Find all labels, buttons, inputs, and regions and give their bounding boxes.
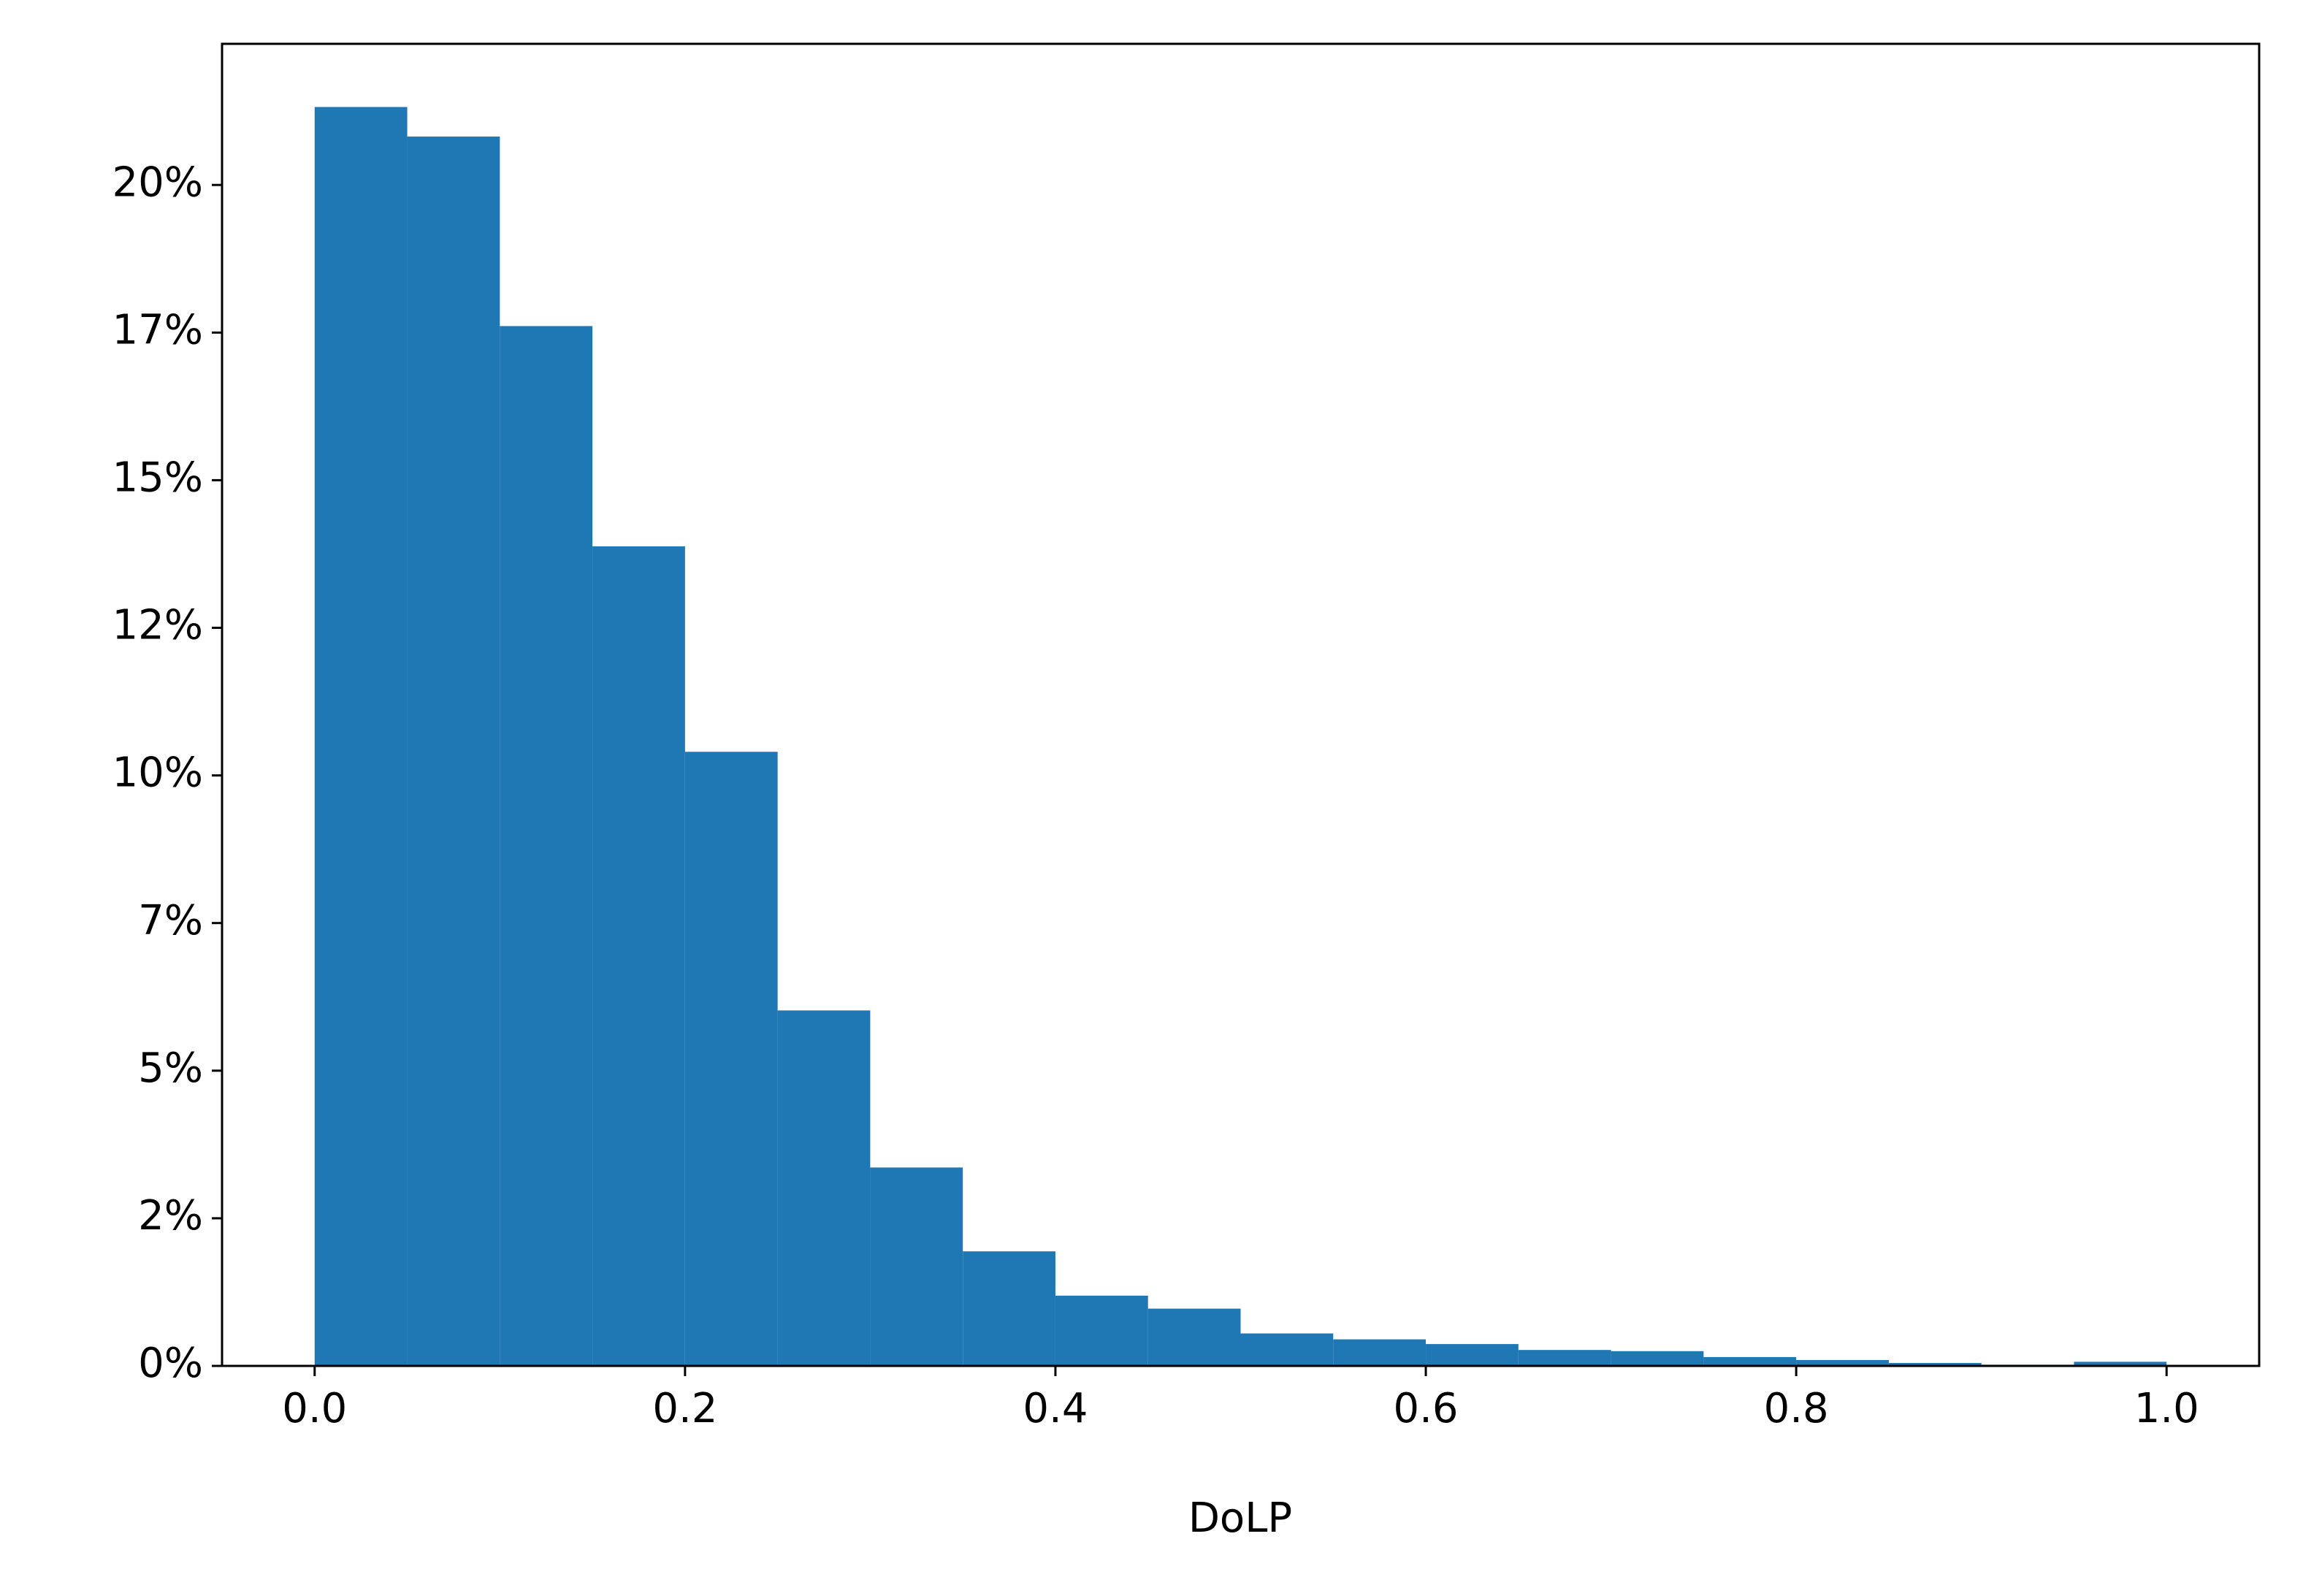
- bar: [1426, 1344, 1519, 1366]
- bar: [592, 546, 685, 1366]
- bar: [1796, 1359, 1889, 1366]
- bar: [1240, 1333, 1334, 1366]
- y-tick-label: 20%: [112, 159, 203, 206]
- y-tick-label: 0%: [138, 1340, 203, 1387]
- x-tick-label: 0.0: [282, 1385, 347, 1432]
- bar: [777, 1010, 871, 1366]
- bar: [1055, 1295, 1148, 1366]
- bar: [870, 1167, 963, 1366]
- y-tick-label: 5%: [138, 1045, 203, 1092]
- y-tick-label: 17%: [112, 306, 203, 354]
- bar: [2074, 1362, 2167, 1366]
- y-tick-label: 15%: [112, 454, 203, 502]
- bar: [1518, 1350, 1611, 1366]
- bar: [407, 136, 500, 1367]
- bar: [500, 326, 593, 1366]
- x-tick-label: 0.8: [1764, 1385, 1829, 1432]
- y-tick-label: 7%: [138, 897, 203, 944]
- y-tick-label: 2%: [138, 1192, 203, 1240]
- bar: [1888, 1362, 1982, 1366]
- bar: [1703, 1356, 1797, 1366]
- x-axis-label: DoLP: [1188, 1494, 1292, 1542]
- bar: [314, 107, 408, 1367]
- bar: [963, 1251, 1055, 1366]
- y-tick-label: 12%: [112, 602, 203, 649]
- bar: [1147, 1308, 1241, 1366]
- bar: [1333, 1339, 1427, 1366]
- x-tick-label: 0.6: [1394, 1385, 1459, 1432]
- y-tick-label: 10%: [112, 749, 203, 797]
- plot-frame: [221, 42, 2261, 1367]
- bar: [684, 752, 778, 1366]
- bar: [1611, 1351, 1704, 1366]
- x-tick-label: 0.4: [1023, 1385, 1088, 1432]
- x-tick-label: 1.0: [2134, 1385, 2199, 1432]
- x-tick-label: 0.2: [652, 1385, 717, 1432]
